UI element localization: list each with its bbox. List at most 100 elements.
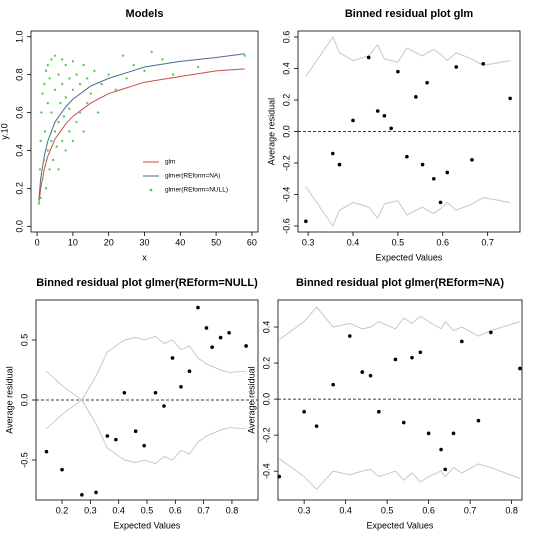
scatter-point [37, 202, 41, 205]
scatter-point [89, 92, 92, 95]
binned-point [451, 431, 456, 436]
binned-point [244, 344, 248, 348]
x-tick-label: 0.7 [464, 505, 477, 515]
binned-point [133, 429, 138, 434]
scatter-point [161, 58, 164, 61]
x-tick-label: 0.4 [339, 505, 352, 515]
binned-point [210, 345, 214, 349]
y-tick-label: -0.4 [281, 187, 291, 203]
scatter-point [50, 58, 53, 61]
scatter-point [44, 69, 48, 73]
x-tick-label: 0.5 [141, 505, 154, 515]
y-tick-label: 0.8 [14, 68, 24, 81]
binned-point [460, 339, 464, 344]
scatter-point [50, 139, 53, 143]
scatter-point [41, 177, 44, 181]
x-tick-label: 0.2 [56, 505, 69, 515]
x-tick-label: 30 [139, 237, 149, 247]
binned-point [420, 162, 425, 167]
scatter-point [82, 130, 85, 133]
binned-point [179, 384, 183, 389]
scatter-point [78, 111, 82, 114]
y-tick-label: 0.4 [261, 321, 271, 334]
binned-point [445, 170, 450, 175]
binned-point [439, 447, 443, 452]
x-tick-label: 0.6 [422, 505, 435, 515]
scatter-point [64, 63, 67, 67]
binned-point [401, 420, 406, 425]
scatter-point [197, 65, 200, 69]
scatter-point [46, 101, 50, 105]
binned-point [302, 409, 306, 414]
binned-point [426, 431, 431, 436]
chart-title: Binned residual plot glmer(REform=NA) [296, 277, 504, 289]
binned-point [351, 118, 355, 123]
binned-point [414, 95, 418, 99]
scatter-point [43, 158, 46, 162]
scatter-point [114, 88, 118, 91]
chart-title: Models [126, 8, 164, 20]
scatter-point [48, 77, 51, 80]
y-tick-label: 0.2 [261, 357, 271, 370]
scatter-point [68, 130, 71, 133]
x-tick-label: 0 [35, 237, 40, 247]
binned-point [94, 490, 98, 495]
binned-point [476, 418, 481, 423]
binned-point [44, 449, 49, 454]
scatter-point [71, 60, 75, 63]
lower-bound-line [46, 399, 247, 465]
scatter-point [40, 111, 43, 114]
binned-point [375, 109, 380, 113]
scatter-point [46, 149, 50, 152]
scatter-point [78, 82, 82, 86]
binned-point [454, 65, 459, 69]
scatter-point [96, 111, 100, 114]
binned-point [218, 335, 223, 340]
binned-point [187, 369, 192, 373]
scatter-point [86, 77, 89, 80]
y-tick-label: -0.5 [19, 452, 29, 468]
binned-point [382, 113, 387, 118]
x-axis-label: Expected Values [114, 520, 181, 530]
binned-point [432, 176, 436, 181]
scatter-point [44, 187, 48, 190]
scatter-point [59, 101, 62, 105]
scatter-point [150, 50, 153, 54]
scatter-point [93, 69, 96, 73]
scatter-point [48, 168, 51, 171]
chart-title: Binned residual plot glmer(REform=NULL) [36, 277, 258, 289]
binned-point [153, 390, 158, 395]
x-tick-label: 10 [68, 237, 78, 247]
x-tick-label: 0.3 [84, 505, 97, 515]
binned-point [410, 355, 414, 360]
scatter-point [64, 149, 67, 152]
legend-label: glmer(REform=NULL) [165, 187, 228, 194]
x-tick-label: 0.4 [347, 237, 360, 247]
binned-point [347, 334, 352, 338]
binned-point [142, 443, 146, 448]
line-series [38, 53, 245, 200]
x-tick-label: 0.7 [481, 237, 494, 247]
binned-point [418, 350, 423, 355]
y-axis-label: Average residual [266, 98, 276, 165]
y-tick-label: 0.0 [14, 220, 24, 233]
binned-point [80, 493, 84, 497]
scatter-point [68, 77, 71, 80]
binned-point [438, 200, 443, 205]
binned-point [443, 467, 448, 472]
x-tick-label: 50 [211, 237, 221, 247]
scatter-point [57, 168, 60, 171]
scatter-point [171, 73, 175, 76]
scatter-point [53, 130, 57, 133]
binned-point [366, 55, 371, 60]
scatter-point [53, 88, 57, 91]
binned-point [277, 474, 282, 479]
chart-title: Binned residual plot glm [345, 8, 474, 20]
binned-point [518, 366, 522, 371]
y-tick-label: 0.4 [14, 144, 24, 157]
scatter-point [71, 88, 75, 91]
binned-point [360, 370, 365, 374]
lower-bound-line [278, 458, 521, 490]
binned-point [393, 357, 398, 362]
